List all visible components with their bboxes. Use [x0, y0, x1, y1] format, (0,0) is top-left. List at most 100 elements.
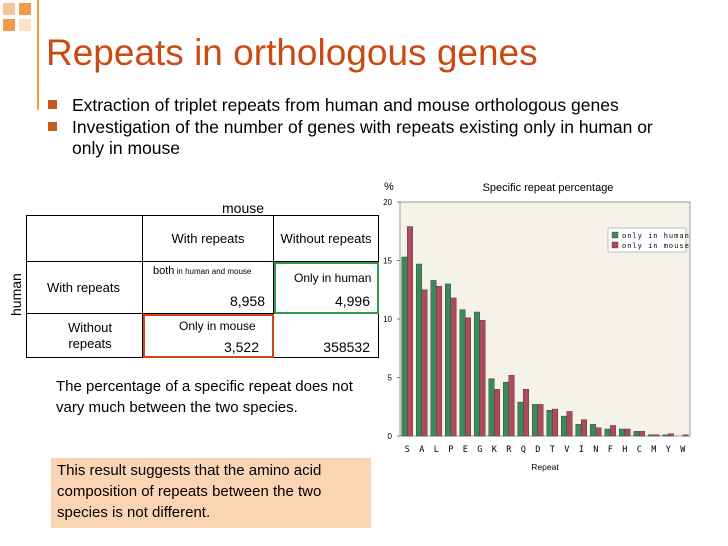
bar — [566, 411, 573, 437]
cell-only-human: Only in human 4,996 — [273, 261, 379, 314]
x-tick-label: K — [492, 445, 498, 455]
x-tick-label: G — [477, 445, 482, 455]
bar — [590, 424, 596, 437]
y-tick-label: 20 — [383, 198, 392, 207]
cell-neither-value: 358532 — [323, 338, 370, 355]
corner-decoration — [3, 3, 31, 31]
bar — [619, 428, 625, 437]
x-tick-label: R — [506, 445, 512, 455]
bar — [430, 280, 437, 437]
x-tick-label: F — [608, 445, 613, 455]
table-row-axis-label: human — [8, 273, 24, 316]
row-header-without-repeats: Without repeats — [26, 313, 143, 358]
bullet-square-icon — [48, 100, 57, 109]
x-tick-label: H — [622, 445, 627, 455]
repeat-percentage-chart: Specific repeat percentage% 0 5 10 15 20 S A L P E… — [383, 181, 691, 472]
x-tick-label: D — [535, 445, 540, 455]
x-tick-label: V — [564, 445, 569, 455]
bar — [552, 408, 558, 437]
x-tick-label: L — [434, 445, 439, 455]
bar — [450, 297, 457, 437]
bar — [575, 424, 582, 437]
x-tick-label: T — [550, 445, 555, 455]
cell-only-human-value: 4,996 — [334, 292, 370, 309]
bar — [465, 317, 471, 437]
y-axis-label: % — [384, 181, 394, 193]
cell-only-mouse-label: Only in mouse — [179, 318, 256, 333]
cell-only-human-label: Only in human — [294, 270, 372, 285]
bar — [633, 431, 640, 437]
legend-swatch — [611, 241, 619, 249]
x-tick-label: W — [680, 445, 686, 455]
y-tick-label: 5 — [388, 374, 393, 383]
row-header-with-repeats: With repeats — [26, 261, 143, 314]
bar — [610, 425, 616, 437]
bar — [445, 283, 451, 437]
legend-label: only in human — [622, 232, 690, 240]
bar — [421, 289, 428, 437]
cell-only-mouse: Only in mouse 3,522 — [142, 313, 274, 358]
bar — [517, 401, 524, 437]
bar — [668, 433, 674, 437]
bar — [401, 256, 408, 437]
cell-both: both in human and mouse 8,958 — [142, 261, 274, 314]
cell-both-sublabel: in human and mouse — [174, 266, 252, 276]
bullet-list: Extraction of triplet repeats from human… — [46, 95, 716, 160]
accent-line — [37, 0, 39, 110]
cell-only-mouse-value: 3,522 — [223, 338, 259, 355]
contingency-table: With repeats Without repeats With repeat… — [26, 215, 379, 358]
legend-box — [607, 227, 687, 253]
bar — [595, 427, 602, 437]
chart-title: Specific repeat percentage — [483, 182, 614, 194]
bar — [662, 434, 669, 437]
bar — [479, 319, 486, 437]
bar — [648, 434, 654, 437]
bar — [436, 286, 442, 437]
bar — [581, 419, 587, 437]
cell-both-label: both — [153, 264, 175, 277]
bar — [653, 434, 660, 437]
bar — [488, 378, 495, 437]
y-tick-label: 15 — [383, 257, 392, 266]
x-tick-label: Q — [521, 445, 526, 455]
x-tick-label: M — [651, 445, 656, 455]
slide-title: Repeats in orthologous genes — [46, 32, 538, 73]
bar — [546, 410, 553, 437]
bar — [407, 226, 413, 437]
bar — [532, 404, 538, 437]
cell-neither: 358532 — [273, 313, 379, 358]
bar — [561, 415, 567, 437]
table-corner-cell — [26, 215, 143, 262]
y-tick-label: 10 — [383, 315, 392, 324]
bar — [474, 311, 480, 437]
bullet-text: Extraction of triplet repeats from human… — [72, 95, 619, 115]
col-header-with-repeats: With repeats — [142, 215, 274, 262]
bar — [459, 309, 466, 437]
bullet-item: Extraction of triplet repeats from human… — [46, 95, 716, 116]
x-tick-label: Y — [666, 445, 671, 455]
bar — [639, 431, 645, 437]
bar — [416, 263, 422, 437]
bar — [523, 388, 529, 437]
x-tick-label: I — [579, 445, 584, 455]
bullet-text: Investigation of the number of genes wit… — [72, 117, 653, 158]
bar — [537, 404, 544, 437]
bar — [503, 381, 509, 437]
bar — [494, 388, 500, 437]
bar — [682, 434, 689, 437]
bar — [604, 428, 611, 437]
bullet-item: Investigation of the number of genes wit… — [46, 117, 672, 159]
observation-text: The percentage of a specific repeat does… — [56, 378, 353, 416]
legend-swatch — [611, 231, 619, 239]
table-column-axis-label: mouse — [222, 200, 265, 216]
x-tick-label: C — [637, 445, 642, 455]
x-axis-label: Repeat — [531, 462, 559, 472]
x-tick-label: P — [448, 445, 453, 455]
cell-both-value: 8,958 — [229, 292, 265, 309]
bar — [624, 428, 631, 437]
col-header-without-repeats: Without repeats — [273, 215, 379, 262]
x-tick-label: S — [405, 445, 410, 455]
x-tick-label: N — [593, 445, 598, 455]
bar — [508, 374, 515, 437]
conclusion-box: This result suggests that the amino acid… — [51, 458, 371, 528]
